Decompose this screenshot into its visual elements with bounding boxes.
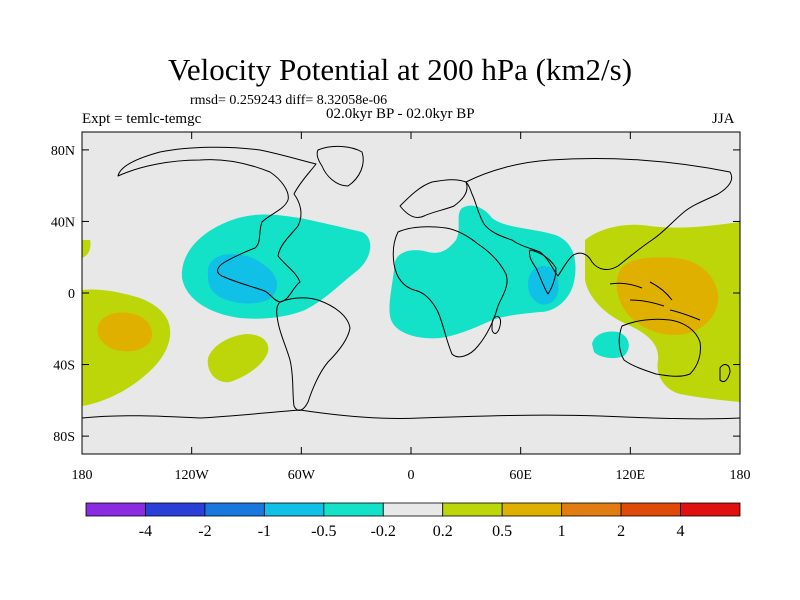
- colorbar-swatch: [561, 502, 622, 517]
- season-label: JJA: [712, 111, 735, 127]
- contour-pos-indo-pacific-core: [616, 257, 719, 335]
- colorbar-label: -1: [258, 523, 271, 540]
- colorbar-swatch: [145, 502, 206, 517]
- colorbar: -4 -2 -1 -0.5 -0.2 0.2 0.5 1 2 4: [85, 502, 741, 540]
- lat-tick-label: 0: [68, 287, 75, 302]
- coastline-europe: [399, 179, 468, 219]
- colorbar-label: 2: [617, 523, 625, 540]
- lon-tick-label: 60E: [509, 468, 532, 483]
- colorbar-label: -0.5: [311, 523, 336, 540]
- colorbar-label: 1: [558, 523, 566, 540]
- coastline-new-zealand: [719, 364, 731, 383]
- coastline-madagascar: [491, 315, 501, 334]
- lon-tick-label: 120E: [616, 468, 646, 483]
- colorbar-label: -2: [198, 523, 211, 540]
- coastlines: [82, 145, 740, 420]
- colorbar-label: 0.5: [492, 523, 512, 540]
- colorbar-label: 4: [677, 523, 685, 540]
- colorbar-swatch: [620, 502, 681, 517]
- experiment-label: Expt = temlc-temgc: [82, 111, 202, 127]
- coastline-antarctica: [82, 409, 740, 420]
- lat-tick-label: 40S: [53, 359, 75, 374]
- coastline-north-america: [117, 146, 317, 303]
- contour-neg-pacific-core: [207, 254, 277, 304]
- colorbar-swatch: [323, 502, 384, 517]
- coastline-africa: [392, 226, 508, 358]
- colorbar-swatch: [263, 502, 325, 517]
- contour-pos-east-pacific-west: [82, 240, 91, 258]
- contour-fills: [82, 205, 740, 406]
- coastline-greenland: [316, 145, 364, 187]
- map-title: Velocity Potential at 200 hPa (km2/s): [167, 52, 633, 87]
- lat-tick-label: 80N: [51, 144, 75, 159]
- colorbar-swatch: [382, 502, 444, 517]
- colorbar-label: -4: [139, 523, 152, 540]
- contour-pos-east-edge-2: [734, 334, 740, 356]
- lon-tick-label: 60W: [288, 468, 316, 483]
- contour-pos-west-pacific-core: [97, 312, 153, 352]
- lon-tick-label: 0: [408, 468, 415, 483]
- colorbar-swatch: [442, 502, 503, 517]
- lat-tick-label: 40N: [51, 215, 75, 230]
- contour-pos-east-edge: [736, 266, 740, 286]
- colorbar-swatch: [501, 502, 563, 517]
- contour-pos-south-pacific: [207, 334, 269, 383]
- lon-tick-label: 180: [72, 468, 93, 483]
- colorbar-label: 0.2: [433, 523, 453, 540]
- colorbar-swatch: [204, 502, 265, 517]
- coastline-india: [529, 249, 557, 295]
- lon-tick-label: 180: [730, 468, 751, 483]
- coastline-maritime-continent: [609, 281, 701, 321]
- axis-ticks: 180 120W 60W 0 60E 120E 180 80N 40N 0 40S 80S: [51, 132, 751, 483]
- period-label: 02.0kyr BP - 02.0kyr BP: [326, 106, 475, 122]
- coastline-australia: [618, 318, 701, 377]
- lon-tick-label: 120W: [175, 468, 210, 483]
- colorbar-swatch: [85, 502, 146, 517]
- colorbar-label: -0.2: [371, 523, 396, 540]
- stats-text: rmsd= 0.259243 diff= 8.32058e-06: [190, 93, 388, 108]
- colorbar-swatch: [680, 502, 741, 517]
- contour-neg-africa: [389, 205, 576, 339]
- coastline-south-america: [276, 297, 351, 411]
- coastline-asia: [465, 158, 733, 277]
- lat-tick-label: 80S: [53, 430, 75, 445]
